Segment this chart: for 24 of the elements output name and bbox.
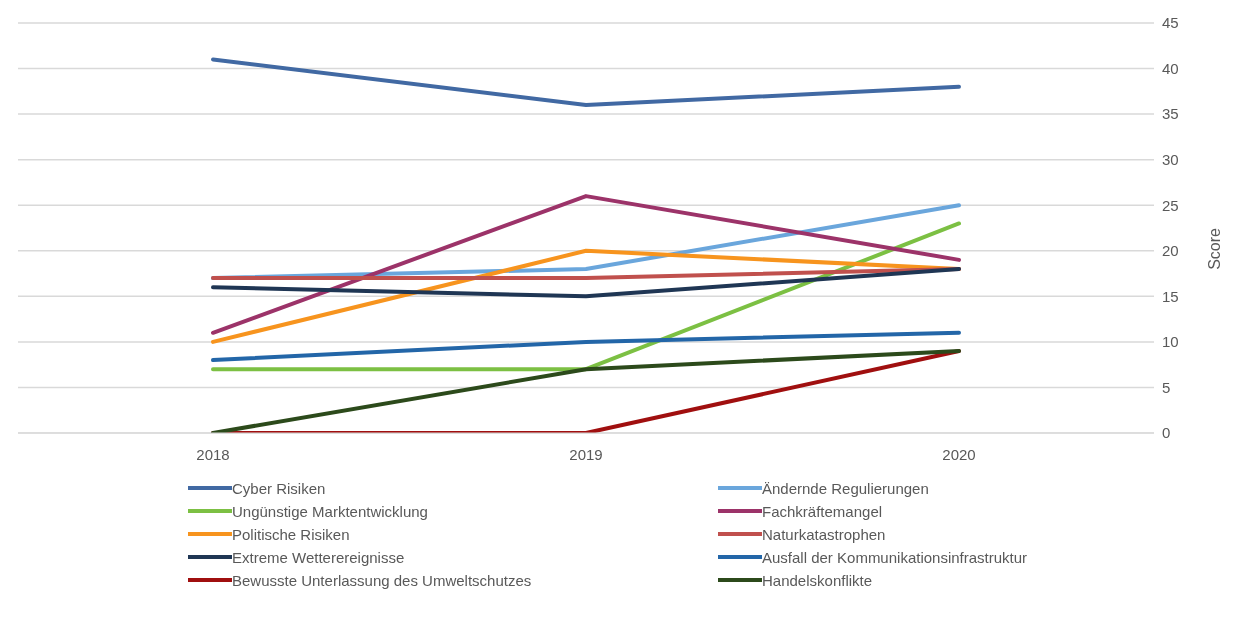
y-axis-title: Score — [1205, 227, 1223, 270]
x-tick-label: 2018 — [196, 445, 230, 463]
y-tick-label: 20 — [1162, 242, 1179, 260]
legend-label: Ungünstige Marktentwicklung — [232, 502, 428, 520]
y-tick-label: 30 — [1162, 150, 1179, 168]
x-tick-label: 2019 — [569, 445, 603, 463]
legend-label: Bewusste Unterlassung des Umweltschutzes — [232, 571, 532, 589]
legend-label: Handelskonflikte — [762, 571, 873, 589]
legend-label: Ändernde Regulierungen — [762, 479, 929, 497]
y-tick-label: 5 — [1162, 378, 1171, 396]
y-tick-label: 15 — [1162, 287, 1179, 305]
legend-label: Ausfall der Kommunikationsinfrastruktur — [762, 548, 1028, 566]
x-tick-label: 2020 — [942, 445, 976, 463]
legend-label: Politische Risiken — [232, 525, 350, 543]
legend-label: Cyber Risiken — [232, 479, 326, 497]
y-tick-label: 0 — [1162, 424, 1171, 442]
y-tick-label: 10 — [1162, 333, 1179, 351]
legend-label: Fachkräftemangel — [762, 502, 883, 520]
legend-label: Extreme Wetterereignisse — [232, 548, 405, 566]
y-tick-label: 25 — [1162, 196, 1179, 214]
y-tick-label: 35 — [1162, 105, 1179, 123]
legend-label: Naturkatastrophen — [762, 525, 886, 543]
y-tick-label: 40 — [1162, 59, 1179, 77]
y-tick-label: 45 — [1162, 14, 1179, 32]
